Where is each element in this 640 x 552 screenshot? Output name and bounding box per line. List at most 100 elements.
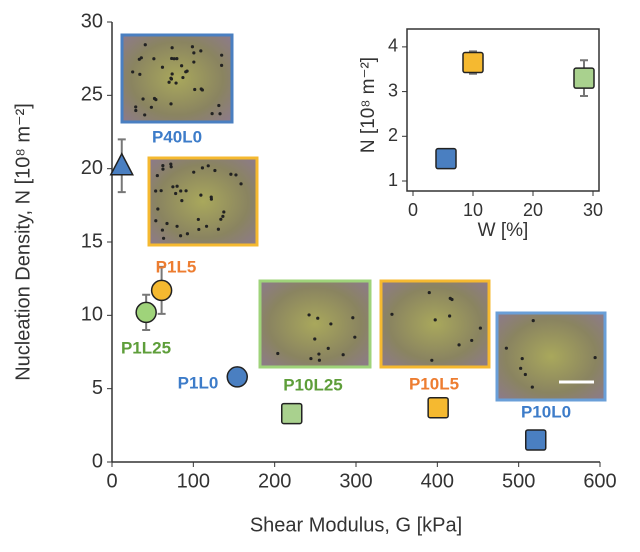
y-tick-label: 1 bbox=[388, 170, 398, 190]
y-tick-label: 25 bbox=[81, 84, 103, 106]
y-tick-label: 30 bbox=[81, 10, 103, 32]
droplet bbox=[427, 290, 431, 295]
y-tick-label: 3 bbox=[388, 80, 398, 100]
droplet bbox=[316, 316, 320, 320]
droplet bbox=[170, 56, 174, 61]
droplet bbox=[192, 51, 196, 55]
droplet bbox=[234, 173, 238, 177]
droplet bbox=[161, 236, 166, 240]
x-axis-label: Shear Modulus, G [kPa] bbox=[250, 514, 462, 536]
y-tick-label: 20 bbox=[81, 157, 103, 179]
y-tick-label: 0 bbox=[92, 450, 103, 472]
droplet bbox=[216, 227, 220, 231]
droplet bbox=[276, 351, 280, 356]
point-label: P1L0 bbox=[178, 373, 219, 392]
droplet bbox=[131, 70, 135, 74]
droplet bbox=[134, 108, 138, 113]
droplet bbox=[169, 102, 173, 106]
marker bbox=[462, 51, 484, 74]
droplet bbox=[239, 182, 243, 186]
droplet bbox=[134, 105, 138, 109]
droplet bbox=[353, 335, 357, 339]
droplet bbox=[169, 76, 173, 80]
x-tick-label: 100 bbox=[177, 470, 210, 492]
marker bbox=[226, 366, 249, 388]
marker bbox=[280, 402, 303, 425]
droplet bbox=[313, 337, 317, 341]
droplet bbox=[213, 168, 217, 173]
droplet bbox=[478, 326, 482, 330]
micrograph bbox=[120, 33, 234, 124]
droplet bbox=[457, 343, 461, 347]
droplet bbox=[180, 199, 184, 203]
droplet bbox=[220, 53, 224, 57]
droplet bbox=[199, 49, 203, 53]
x-tick-label: 200 bbox=[258, 470, 291, 492]
droplet bbox=[210, 112, 214, 116]
droplet bbox=[143, 113, 147, 117]
droplet bbox=[504, 346, 508, 350]
droplet bbox=[470, 338, 474, 343]
x-tick-label: 10 bbox=[463, 200, 483, 220]
x-tick-label: 500 bbox=[502, 470, 535, 492]
droplet bbox=[161, 163, 165, 168]
droplet bbox=[152, 96, 157, 101]
droplet bbox=[160, 228, 165, 232]
droplet bbox=[154, 219, 158, 223]
x-tick-label: 0 bbox=[106, 470, 117, 492]
droplet bbox=[217, 103, 221, 108]
y-tick-label: 15 bbox=[81, 230, 103, 252]
droplet bbox=[204, 224, 209, 228]
droplet bbox=[218, 112, 222, 116]
droplet bbox=[309, 356, 313, 361]
marker bbox=[109, 152, 134, 176]
droplet bbox=[197, 227, 201, 232]
droplet bbox=[229, 172, 233, 176]
point-label: P10L0 bbox=[521, 402, 571, 421]
marker bbox=[135, 301, 157, 324]
micrograph bbox=[379, 279, 491, 369]
marker bbox=[573, 67, 595, 89]
droplet bbox=[175, 224, 179, 228]
micrograph bbox=[147, 156, 259, 247]
droplet bbox=[139, 56, 143, 60]
droplet bbox=[159, 189, 163, 193]
droplet bbox=[185, 69, 189, 73]
x-tick-label: 0 bbox=[408, 200, 418, 220]
droplet bbox=[141, 97, 145, 101]
droplet bbox=[219, 217, 223, 221]
droplet bbox=[209, 197, 213, 201]
droplet bbox=[530, 385, 534, 389]
y-axis-label: Nucleation Density, N [10⁸ m⁻²] bbox=[12, 103, 34, 381]
droplet bbox=[179, 189, 183, 193]
droplet bbox=[181, 75, 185, 80]
y-tick-label: 10 bbox=[81, 304, 103, 326]
droplet bbox=[190, 45, 195, 49]
marker bbox=[427, 396, 449, 419]
point-label: P40L0 bbox=[152, 127, 202, 146]
droplet bbox=[156, 207, 160, 211]
droplet bbox=[222, 210, 226, 214]
droplet bbox=[169, 162, 173, 166]
droplet bbox=[170, 46, 174, 50]
point-label: P10L5 bbox=[409, 374, 459, 393]
x-tick-label: 600 bbox=[583, 470, 616, 492]
droplet bbox=[161, 167, 165, 171]
droplet bbox=[172, 57, 176, 61]
droplet bbox=[326, 346, 330, 350]
droplet bbox=[317, 352, 321, 356]
droplet bbox=[174, 191, 178, 196]
micrographs bbox=[120, 33, 607, 402]
droplet bbox=[175, 57, 179, 61]
droplet bbox=[196, 217, 200, 222]
droplet bbox=[171, 185, 175, 189]
y-axis-label: N [10⁸ m⁻²] bbox=[358, 57, 379, 153]
droplet bbox=[351, 316, 355, 320]
droplet bbox=[206, 164, 210, 168]
x-tick-label: 300 bbox=[339, 470, 372, 492]
droplet bbox=[519, 366, 523, 370]
x-tick-label: 20 bbox=[523, 200, 543, 220]
droplet bbox=[165, 221, 169, 226]
droplet bbox=[152, 57, 156, 61]
